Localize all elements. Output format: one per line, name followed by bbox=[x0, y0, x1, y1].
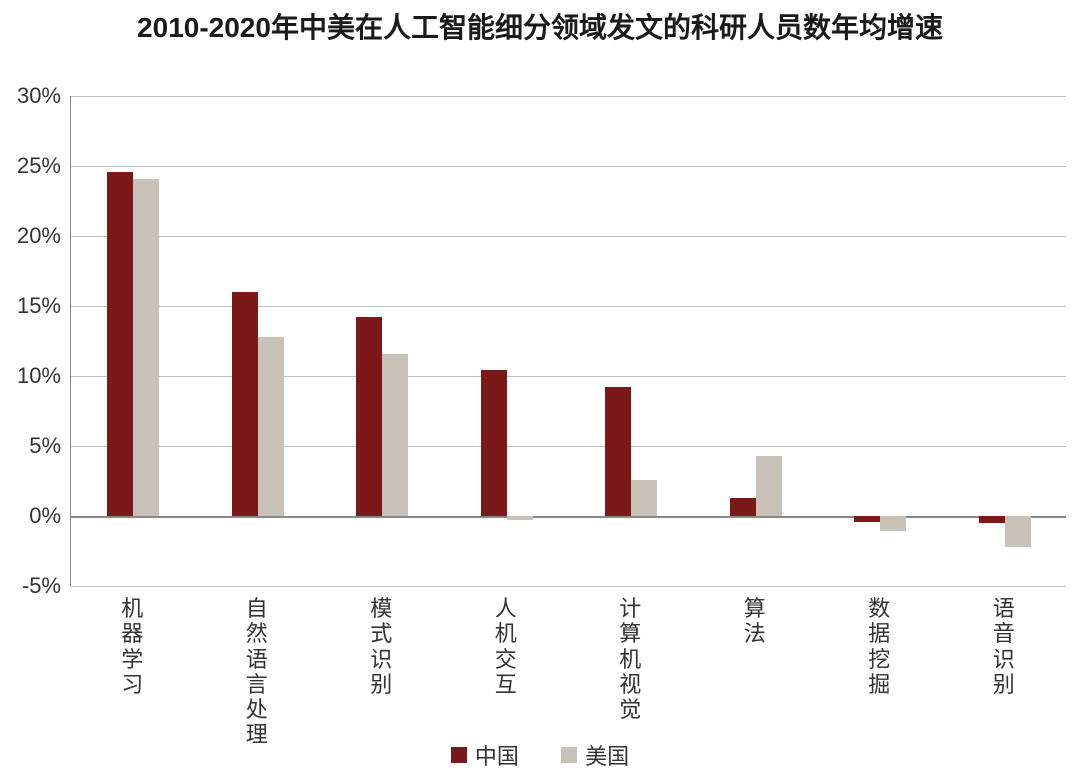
y-tick-label: 10% bbox=[17, 363, 61, 389]
bar-usa bbox=[382, 354, 408, 516]
legend-label-china: 中国 bbox=[475, 739, 519, 771]
y-tick-label: -5% bbox=[22, 573, 61, 599]
bar-china bbox=[979, 516, 1005, 523]
bar-china bbox=[232, 292, 258, 516]
legend-item-china: 中国 bbox=[451, 739, 519, 771]
gridline bbox=[71, 166, 1066, 167]
gridline bbox=[71, 96, 1066, 97]
bar-china bbox=[107, 172, 133, 516]
bar-usa bbox=[507, 516, 533, 520]
bar-usa bbox=[880, 516, 906, 531]
bar-usa bbox=[258, 337, 284, 516]
legend-label-usa: 美国 bbox=[585, 739, 629, 771]
y-tick-label: 20% bbox=[17, 223, 61, 249]
x-category-label: 机器学习 bbox=[118, 596, 146, 697]
x-category-label: 模式识别 bbox=[367, 596, 395, 697]
y-tick-label: 25% bbox=[17, 153, 61, 179]
x-category-label: 人机交互 bbox=[492, 596, 520, 697]
y-tick-label: 30% bbox=[17, 83, 61, 109]
gridline bbox=[71, 586, 1066, 587]
gridline bbox=[71, 306, 1066, 307]
legend-item-usa: 美国 bbox=[561, 739, 629, 771]
bar-usa bbox=[756, 456, 782, 516]
bar-china bbox=[730, 498, 756, 516]
bar-usa bbox=[1005, 516, 1031, 547]
x-category-label: 自然语言处理 bbox=[243, 596, 271, 748]
y-tick-label: 15% bbox=[17, 293, 61, 319]
x-category-label: 语音识别 bbox=[990, 596, 1018, 697]
legend-swatch-usa bbox=[561, 747, 577, 763]
zero-line bbox=[71, 516, 1066, 518]
gridline bbox=[71, 376, 1066, 377]
legend-swatch-china bbox=[451, 747, 467, 763]
plot-area: -5%0%5%10%15%20%25%30% bbox=[70, 96, 1066, 586]
bar-china bbox=[854, 516, 880, 522]
legend: 中国 美国 bbox=[0, 739, 1080, 771]
chart-title: 2010-2020年中美在人工智能细分领域发文的科研人员数年均增速 bbox=[0, 10, 1080, 46]
gridline bbox=[71, 446, 1066, 447]
bar-usa bbox=[631, 480, 657, 516]
bar-china bbox=[356, 317, 382, 516]
y-tick-label: 0% bbox=[29, 503, 61, 529]
bar-usa bbox=[133, 179, 159, 516]
bar-china bbox=[481, 370, 507, 516]
y-tick-label: 5% bbox=[29, 433, 61, 459]
x-category-label: 算法 bbox=[741, 596, 769, 647]
bar-china bbox=[605, 387, 631, 516]
x-category-label: 数据挖掘 bbox=[865, 596, 893, 697]
chart-container: 2010-2020年中美在人工智能细分领域发文的科研人员数年均增速 -5%0%5… bbox=[0, 0, 1080, 777]
gridline bbox=[71, 236, 1066, 237]
x-category-label: 计算机视觉 bbox=[616, 596, 644, 722]
